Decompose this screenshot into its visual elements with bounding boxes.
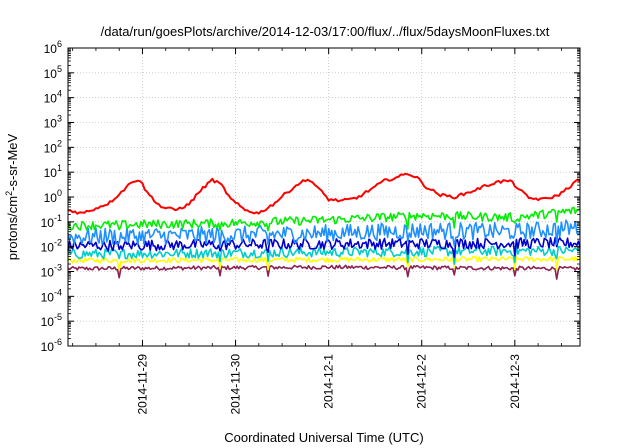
y-tick-label: 10-6 — [41, 337, 62, 354]
y-tick-label: 10-5 — [41, 312, 62, 329]
y-tick-label: 103 — [44, 114, 62, 131]
y-tick-base: 10 — [44, 67, 58, 81]
series-line — [67, 264, 581, 280]
y-tick-base: 10 — [41, 290, 55, 304]
y-axis-label-prefix: protons/cm — [5, 196, 20, 260]
y-tick-label: 105 — [44, 64, 62, 81]
y-tick-exponent: 2 — [57, 138, 62, 148]
series-line — [67, 219, 581, 247]
y-tick-label: 100 — [44, 188, 62, 205]
y-tick-base: 10 — [41, 216, 55, 230]
y-tick-base: 10 — [41, 340, 55, 354]
series-line — [67, 206, 581, 232]
x-tick-label: 2014-12-2 — [415, 354, 429, 409]
y-tick-exponent: -6 — [54, 337, 62, 347]
y-tick-exponent: -2 — [54, 238, 62, 248]
y-tick-exponent: 6 — [57, 39, 62, 49]
y-tick-exponent: -3 — [54, 263, 62, 273]
x-tick-label: 2014-12-3 — [508, 354, 522, 409]
y-tick-base: 10 — [44, 92, 58, 106]
y-tick-exponent: 4 — [57, 89, 62, 99]
x-axis-label: Coordinated Universal Time (UTC) — [224, 430, 423, 445]
y-tick-label: 106 — [44, 39, 62, 56]
series-line — [67, 236, 581, 258]
y-tick-label: 10-1 — [41, 213, 62, 230]
y-axis-label-suffix: -s-sr-MeV — [5, 133, 20, 190]
y-tick-base: 10 — [44, 117, 58, 131]
y-tick-exponent: 3 — [57, 114, 62, 124]
y-tick-base: 10 — [44, 166, 58, 180]
y-axis-label-sup: 2 — [4, 191, 14, 196]
y-tick-exponent: 1 — [57, 163, 62, 173]
y-tick-exponent: 0 — [57, 188, 62, 198]
chart-title: /data/run/goesPlots/archive/2014-12-03/1… — [101, 24, 550, 39]
y-tick-base: 10 — [41, 315, 55, 329]
y-tick-label: 102 — [44, 138, 62, 155]
y-tick-exponent: -1 — [54, 213, 62, 223]
y-tick-base: 10 — [44, 191, 58, 205]
y-tick-exponent: -4 — [54, 287, 62, 297]
x-tick-label: 2014-11-29 — [135, 354, 149, 415]
y-tick-label: 10-2 — [41, 238, 62, 255]
y-tick-base: 10 — [41, 266, 55, 280]
x-tick-label: 2014-11-30 — [229, 354, 243, 415]
x-tick-label: 2014-12-1 — [322, 354, 336, 409]
y-tick-label: 10-4 — [41, 287, 62, 304]
series-line — [67, 255, 581, 271]
y-tick-label: 101 — [44, 163, 62, 180]
y-tick-base: 10 — [44, 42, 58, 56]
y-tick-label: 104 — [44, 89, 62, 106]
x-axis: 2014-11-29 2014-11-30 2014-12-1 2014-12-2 20… — [72, 48, 562, 415]
series-group — [67, 172, 581, 280]
y-tick-label: 10-3 — [41, 263, 62, 280]
series-line — [67, 172, 581, 215]
y-tick-base: 10 — [44, 141, 58, 155]
y-axis: 10-610-510-410-310-210-11001011021031041… — [41, 39, 580, 354]
y-tick-base: 10 — [41, 241, 55, 255]
y-tick-exponent: 5 — [57, 64, 62, 74]
y-axis-label: protons/cm2-s-sr-MeV — [4, 133, 20, 260]
y-tick-exponent: -5 — [54, 312, 62, 322]
